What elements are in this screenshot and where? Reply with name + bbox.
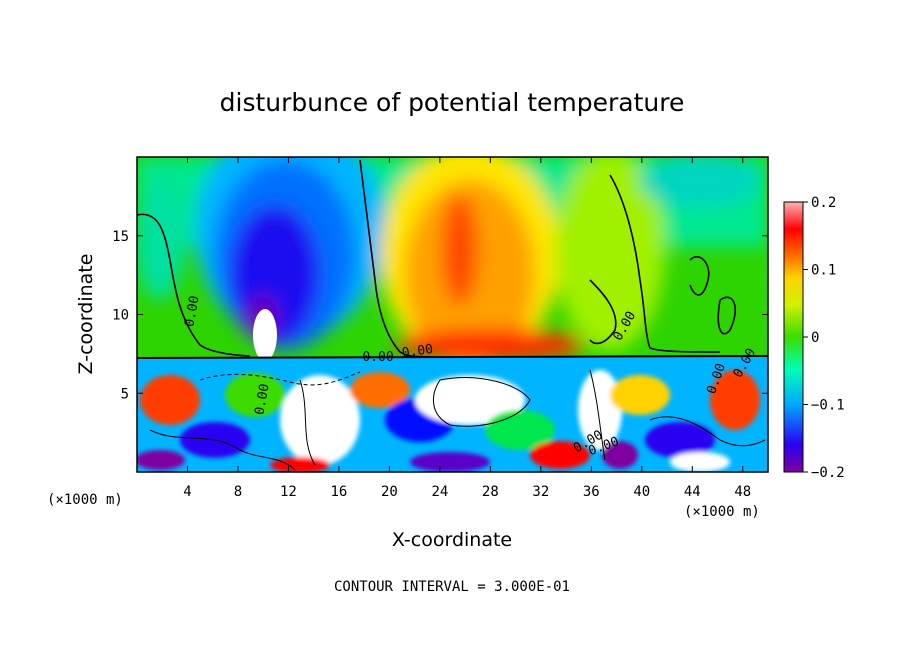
colorbar-tick-label: −0.1 xyxy=(811,398,845,414)
x-tick-label: 16 xyxy=(330,484,347,500)
x-tick-label: 4 xyxy=(183,484,191,500)
contour-line xyxy=(137,355,768,359)
contour-interval-note: CONTOUR INTERVAL = 3.000E-01 xyxy=(334,579,570,595)
colorbar: 0.2 0.1 0 −0.1 −0.2 xyxy=(783,195,845,481)
contour-line xyxy=(649,416,766,447)
x-unit-left: (×1000 m) xyxy=(47,492,123,508)
x-tick-label: 8 xyxy=(234,484,242,500)
contour-label: 0.00 xyxy=(362,350,393,365)
contour-line xyxy=(609,174,721,353)
y-axis-ticks: 5 10 15 xyxy=(112,229,768,402)
contour-line xyxy=(432,377,531,427)
colorbar-tick-label: 0 xyxy=(811,330,819,346)
contour-line xyxy=(149,429,296,471)
x-tick-label: 12 xyxy=(280,484,297,500)
x-axis-label: X-coordinate xyxy=(392,529,512,551)
x-tick-label: 40 xyxy=(633,484,650,500)
y-tick-label: 10 xyxy=(112,308,129,324)
contour-label: 0.00 xyxy=(401,342,434,361)
y-tick-label: 15 xyxy=(112,229,129,245)
contour-line xyxy=(589,279,617,345)
contour-line xyxy=(689,256,710,296)
colorbar-tick-label: −0.2 xyxy=(811,465,845,481)
contour-labels: 0.000.00 0.000.000.000.000.000.00 0.00 xyxy=(182,295,759,459)
x-tick-label: 36 xyxy=(583,484,600,500)
white-peak xyxy=(253,309,277,361)
contour-line xyxy=(359,159,431,358)
colorbar-tick-label: 0.1 xyxy=(811,263,836,279)
colorbar-tick-label: 0.2 xyxy=(811,195,836,211)
contour-line xyxy=(137,213,251,357)
colorbar-ramp xyxy=(783,201,804,473)
x-unit-right: (×1000 m) xyxy=(684,504,760,520)
x-tick-label: 44 xyxy=(684,484,701,500)
x-tick-label: 28 xyxy=(482,484,499,500)
contour-lines xyxy=(137,159,768,471)
contour-line xyxy=(589,369,606,461)
chart-title: disturbunce of potential temperature xyxy=(220,88,685,117)
contour-line xyxy=(717,296,736,335)
y-tick-label: 5 xyxy=(121,386,129,402)
colorbar-ticks: 0.2 0.1 0 −0.1 −0.2 xyxy=(803,195,845,481)
heatmap-field xyxy=(137,157,768,472)
contour-label: 0.00 xyxy=(182,295,202,328)
y-axis-label: Z-coordinate xyxy=(75,254,97,375)
x-tick-label: 24 xyxy=(431,484,448,500)
x-tick-label: 32 xyxy=(532,484,549,500)
x-tick-label: 20 xyxy=(381,484,398,500)
contour-label: 0.00 xyxy=(252,383,272,416)
contour-line xyxy=(199,371,361,386)
x-tick-label: 48 xyxy=(734,484,751,500)
contour-line xyxy=(299,379,316,466)
lower-layer xyxy=(137,358,768,472)
x-axis-ticks: 4 8 12 16 20 24 28 32 36 40 44 48 xyxy=(183,157,751,500)
